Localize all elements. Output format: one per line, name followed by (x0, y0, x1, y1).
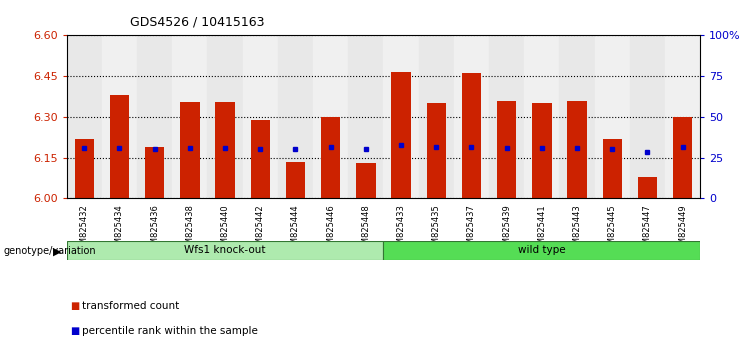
Bar (75, 138, 94, 198)
Text: GDS4526 / 10415163: GDS4526 / 10415163 (130, 16, 265, 29)
Bar (180, 102, 199, 198)
Bar (595, 35, 630, 198)
Bar (102, 35, 137, 198)
Bar (497, 101, 516, 198)
Bar (638, 177, 657, 198)
Bar (172, 35, 207, 198)
Bar (384, 35, 419, 198)
Text: transformed count: transformed count (82, 301, 179, 311)
Bar (665, 35, 700, 198)
Bar (243, 35, 278, 198)
Bar (110, 95, 129, 198)
Text: ■: ■ (70, 301, 79, 311)
Bar (137, 35, 173, 198)
Bar (673, 117, 692, 198)
Bar (453, 35, 489, 198)
Bar (321, 117, 340, 198)
Bar (489, 35, 525, 198)
Bar (207, 35, 243, 198)
Bar (559, 35, 594, 198)
Bar (384, 241, 700, 260)
Bar (462, 73, 481, 198)
Bar (313, 35, 348, 198)
Text: Wfs1 knock-out: Wfs1 knock-out (185, 245, 266, 256)
Bar (145, 147, 165, 198)
Bar (250, 120, 270, 198)
Bar (391, 72, 411, 198)
Bar (67, 35, 102, 198)
Bar (278, 35, 313, 198)
Bar (427, 103, 446, 198)
Bar (419, 35, 453, 198)
Bar (356, 163, 376, 198)
Bar (602, 138, 622, 198)
Text: percentile rank within the sample: percentile rank within the sample (82, 326, 257, 336)
Bar (348, 35, 384, 198)
Bar (67, 241, 384, 260)
Bar (630, 35, 665, 198)
Text: genotype/variation: genotype/variation (4, 246, 96, 256)
Bar (568, 101, 587, 198)
Bar (532, 103, 551, 198)
Text: ▶: ▶ (53, 246, 62, 256)
Bar (286, 162, 305, 198)
Text: ■: ■ (70, 326, 79, 336)
Bar (525, 35, 559, 198)
Bar (216, 102, 235, 198)
Text: wild type: wild type (518, 245, 565, 256)
